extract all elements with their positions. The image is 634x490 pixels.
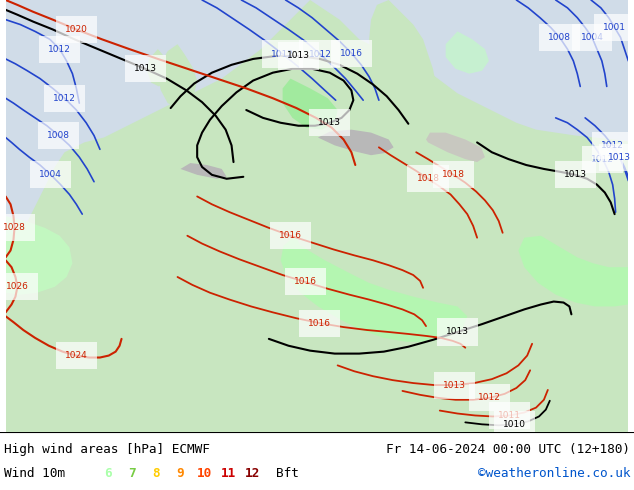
Text: 1013: 1013 [564, 171, 587, 179]
Polygon shape [181, 163, 226, 179]
Text: 1013: 1013 [446, 327, 469, 337]
Text: 7: 7 [128, 467, 136, 480]
Text: 1016: 1016 [279, 231, 302, 240]
Text: 1013: 1013 [134, 64, 157, 74]
Polygon shape [122, 177, 212, 294]
Text: 10: 10 [197, 467, 212, 480]
Text: 1004: 1004 [581, 33, 604, 42]
Polygon shape [283, 78, 338, 130]
Text: 1018: 1018 [442, 171, 465, 179]
Text: 1012: 1012 [309, 49, 332, 58]
Text: Fr 14-06-2024 00:00 UTC (12+180): Fr 14-06-2024 00:00 UTC (12+180) [386, 443, 630, 456]
Text: 1012: 1012 [592, 155, 614, 164]
Text: 1012: 1012 [479, 393, 501, 402]
Polygon shape [318, 130, 394, 155]
Text: 6: 6 [104, 467, 112, 480]
Text: 1013: 1013 [608, 153, 631, 162]
Text: 1004: 1004 [39, 171, 62, 179]
Text: 1026: 1026 [6, 282, 29, 292]
Polygon shape [347, 172, 375, 241]
Text: 1011: 1011 [498, 411, 521, 420]
Text: 1010: 1010 [503, 420, 526, 429]
Text: 9: 9 [176, 467, 184, 480]
Text: 1008: 1008 [47, 131, 70, 140]
Text: Wind 10m: Wind 10m [4, 467, 65, 480]
Text: 1028: 1028 [3, 223, 26, 232]
Text: 1012: 1012 [601, 141, 624, 150]
Text: ©weatheronline.co.uk: ©weatheronline.co.uk [477, 467, 630, 480]
Polygon shape [519, 236, 628, 306]
Text: 1024: 1024 [65, 351, 87, 360]
Text: 1012: 1012 [53, 94, 76, 103]
Text: 1013: 1013 [287, 51, 310, 60]
Polygon shape [6, 0, 628, 432]
Polygon shape [6, 0, 628, 432]
Text: 8: 8 [152, 467, 160, 480]
Text: 1012: 1012 [271, 49, 294, 58]
Text: 1016: 1016 [340, 49, 363, 57]
Polygon shape [344, 69, 371, 110]
Text: High wind areas [hPa] ECMWF: High wind areas [hPa] ECMWF [4, 443, 210, 456]
Text: 12: 12 [244, 467, 260, 480]
Polygon shape [369, 0, 436, 130]
Polygon shape [147, 49, 169, 86]
Text: 1001: 1001 [603, 23, 626, 32]
Text: 1013: 1013 [318, 118, 341, 127]
Text: 1020: 1020 [65, 25, 87, 34]
Text: 1016: 1016 [294, 277, 317, 286]
Text: 11: 11 [221, 467, 236, 480]
Text: 1008: 1008 [548, 33, 571, 42]
Text: 1018: 1018 [417, 174, 439, 183]
Text: 1016: 1016 [309, 318, 332, 328]
Polygon shape [6, 216, 72, 294]
Polygon shape [158, 44, 197, 108]
Polygon shape [426, 133, 485, 162]
Polygon shape [281, 236, 467, 342]
Polygon shape [446, 31, 489, 74]
Text: Bft: Bft [276, 467, 299, 480]
Text: 1013: 1013 [443, 381, 466, 390]
Text: 1012: 1012 [48, 45, 71, 53]
